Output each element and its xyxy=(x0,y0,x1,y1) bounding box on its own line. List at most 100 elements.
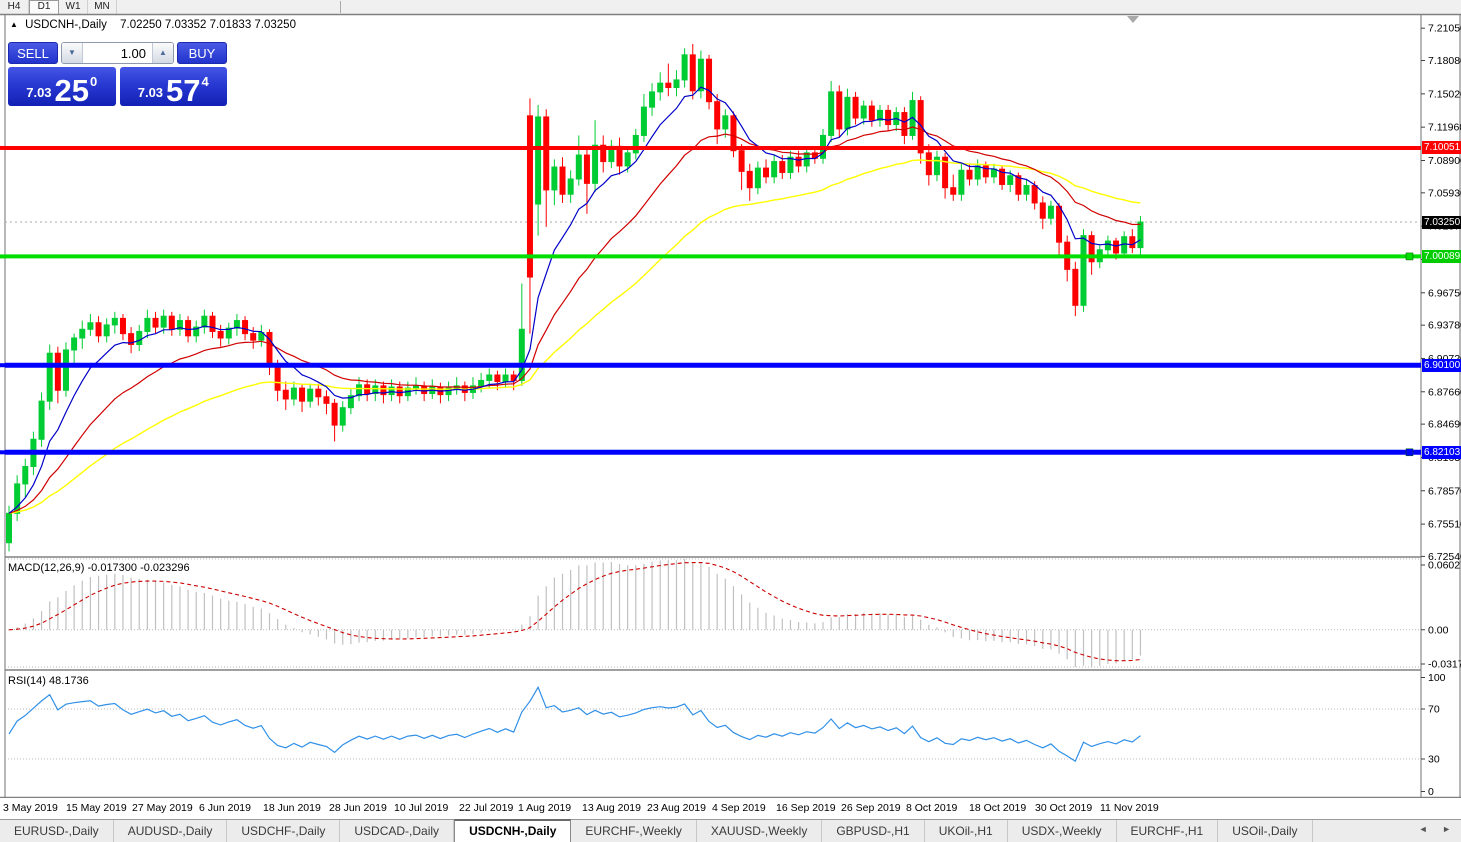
candle-bearish xyxy=(494,374,501,383)
candle-bullish xyxy=(225,327,232,339)
candle-bearish xyxy=(282,389,289,400)
candle-bullish xyxy=(347,395,354,409)
candle-bullish xyxy=(860,105,867,119)
candle-bearish xyxy=(583,154,590,184)
volume-increase-icon[interactable]: ▲ xyxy=(152,43,173,63)
chart-tab-xauusd-weekly[interactable]: XAUUSD-,Weekly xyxy=(697,820,823,842)
candle-bearish xyxy=(315,388,322,398)
date-label: 18 Jun 2019 xyxy=(263,802,321,814)
collapse-panel-icon[interactable]: ▲ xyxy=(10,20,18,29)
candle-bullish xyxy=(657,82,664,93)
line-anchor-handle[interactable] xyxy=(1405,448,1414,457)
axis-tick-label: 0.00 xyxy=(1428,624,1449,636)
date-label: 3 May 2019 xyxy=(3,802,58,814)
candle-bearish xyxy=(217,330,224,339)
candle-bullish xyxy=(22,465,29,485)
chart-tab-ukoil-h1[interactable]: UKOil-,H1 xyxy=(925,820,1008,842)
date-label: 11 Nov 2019 xyxy=(1100,802,1159,814)
candle-bearish xyxy=(706,58,713,103)
candle-bearish xyxy=(917,100,924,154)
timeframe-button-h4[interactable]: H4 xyxy=(0,0,29,14)
volume-decrease-icon[interactable]: ▼ xyxy=(62,43,83,63)
candle-bullish xyxy=(1047,205,1054,219)
timeframe-button-w1[interactable]: W1 xyxy=(59,0,88,14)
chart-tab-bar: EURUSD-,Daily AUDUSD-,Daily USDCHF-,Daily U… xyxy=(0,819,1461,842)
chart-tab-usoil-daily[interactable]: USOil-,Daily xyxy=(1218,820,1313,842)
candle-bearish xyxy=(665,82,672,89)
candle-bearish xyxy=(885,109,892,126)
chart-tab-usdcad-daily[interactable]: USDCAD-,Daily xyxy=(340,820,455,842)
candle-bearish xyxy=(1072,268,1079,306)
candle-bearish xyxy=(714,101,721,130)
date-label: 23 Aug 2019 xyxy=(647,802,706,814)
buy-price-panel[interactable]: 7.03 57 4 xyxy=(119,67,227,108)
candle-bearish xyxy=(730,115,737,152)
chart-tab-eurchf-weekly[interactable]: EURCHF-,Weekly xyxy=(571,820,697,842)
candle-bearish xyxy=(746,170,753,189)
timeframe-button-d1[interactable]: D1 xyxy=(29,0,59,14)
buy-price-big: 57 xyxy=(166,72,201,108)
candle-bullish xyxy=(201,315,208,328)
price-badge: 7.00089 xyxy=(1422,249,1461,263)
candle-bearish xyxy=(242,320,249,335)
candle-bearish xyxy=(763,167,770,178)
candle-bullish xyxy=(673,79,680,89)
macd-label: MACD(12,26,9) -0.017300 -0.023296 xyxy=(8,562,190,574)
candle-bearish xyxy=(779,161,786,173)
sell-price-big: 25 xyxy=(54,72,90,108)
candle-bullish xyxy=(445,387,452,396)
chart-shift-marker-icon[interactable] xyxy=(1127,16,1139,23)
tab-scroll-arrows[interactable]: ◄ ► xyxy=(1418,824,1457,834)
candle-bullish xyxy=(6,512,12,544)
candle-bullish xyxy=(14,483,21,514)
chart-tab-usdx-weekly[interactable]: USDX-,Weekly xyxy=(1008,820,1117,842)
candle-bullish xyxy=(136,330,143,346)
candle-bearish xyxy=(54,352,61,391)
candle-bullish xyxy=(233,320,240,329)
sell-button[interactable]: SELL xyxy=(8,42,58,64)
candle-bullish xyxy=(624,152,631,167)
axis-tick-label: 100 xyxy=(1428,672,1446,684)
candle-bearish xyxy=(1015,175,1022,195)
axis-tick-label: 6.84690 xyxy=(1428,419,1461,431)
candle-bullish xyxy=(103,324,110,337)
candle-bullish xyxy=(1137,221,1144,249)
symbol-name: USDCNH-,Daily xyxy=(25,19,107,31)
candle-bullish xyxy=(1104,240,1111,251)
candle-bullish xyxy=(339,407,346,426)
chart-tab-eurchf-h1[interactable]: EURCHF-,H1 xyxy=(1117,820,1219,842)
chart-title: ▲ USDCNH-,Daily 7.02250 7.03352 7.01833 … xyxy=(10,19,296,31)
chart-tab-usdcnh-daily[interactable]: USDCNH-,Daily xyxy=(454,819,572,842)
volume-input[interactable] xyxy=(83,43,152,63)
candle-bullish xyxy=(502,374,509,383)
date-label: 13 Aug 2019 xyxy=(582,802,641,814)
candle-bearish xyxy=(966,169,973,180)
candle-bullish xyxy=(592,144,599,184)
date-label: 16 Sep 2019 xyxy=(776,802,836,814)
line-anchor-handle[interactable] xyxy=(1405,252,1414,261)
chart-tab-gbpusd-h1[interactable]: GBPUSD-,H1 xyxy=(822,820,925,842)
candle-bullish xyxy=(413,385,419,389)
sell-price-panel[interactable]: 7.03 25 0 xyxy=(8,67,116,106)
axis-tick-label: 0 xyxy=(1428,786,1434,798)
buy-button[interactable]: BUY xyxy=(177,42,227,64)
rsi-line xyxy=(8,685,1141,763)
chart-tab-audusd-daily[interactable]: AUDUSD-,Daily xyxy=(114,820,228,842)
buy-price-sup: 4 xyxy=(201,74,209,89)
price-badge: 7.03250 xyxy=(1422,215,1461,229)
axis-tick-label: 0.060273 xyxy=(1428,560,1461,572)
candle-bullish xyxy=(722,115,729,130)
candle-bullish xyxy=(38,400,45,440)
chart-tab-eurusd-daily[interactable]: EURUSD-,Daily xyxy=(0,820,114,842)
timeframe-button-mn[interactable]: MN xyxy=(88,0,117,14)
chart-tab-usdchf-daily[interactable]: USDCHF-,Daily xyxy=(227,820,341,842)
candle-bullish xyxy=(697,58,704,92)
candle-bearish xyxy=(185,320,192,337)
date-label: 26 Sep 2019 xyxy=(841,802,901,814)
date-axis[interactable]: 3 May 2019 15 May 2019 27 May 2019 6 Jun 20… xyxy=(0,798,1461,819)
candle-bearish xyxy=(942,156,949,189)
candle-bullish xyxy=(71,337,78,351)
candle-bullish xyxy=(640,106,647,136)
